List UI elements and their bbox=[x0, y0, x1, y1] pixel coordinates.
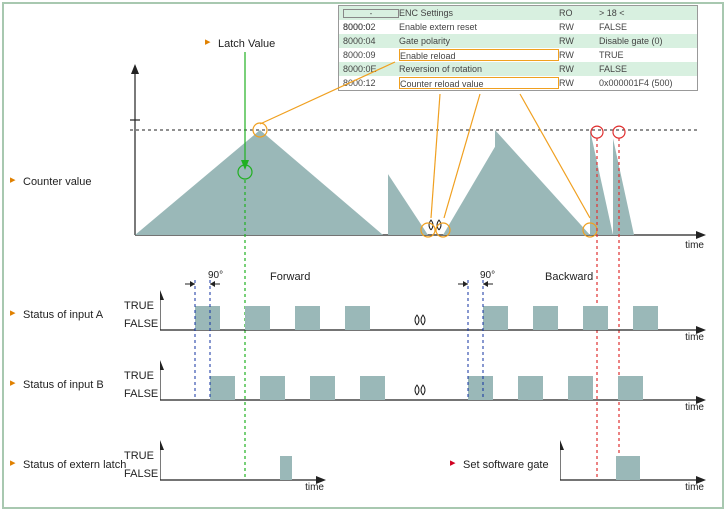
status-a-label: Status of input A bbox=[10, 308, 103, 321]
status-latch-label: Status of extern latch bbox=[10, 458, 126, 471]
digital-latch-left: time bbox=[160, 440, 340, 490]
svg-text:time: time bbox=[685, 482, 704, 490]
phase-markers bbox=[160, 270, 715, 410]
svg-text:time: time bbox=[305, 482, 324, 490]
status-b-label: Status of input B bbox=[10, 378, 104, 391]
digital-latch-right: time bbox=[560, 440, 720, 490]
